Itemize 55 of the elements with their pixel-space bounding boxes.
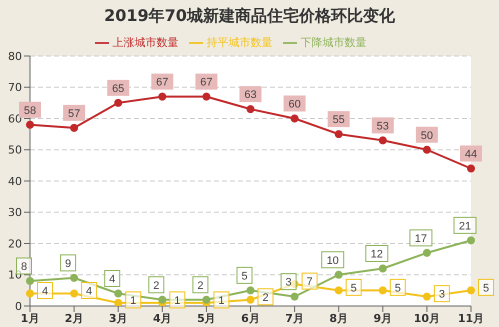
data-label: 1 — [218, 294, 224, 307]
data-label: 3 — [438, 288, 445, 301]
data-label: 2 — [262, 292, 269, 304]
y-tick-label: 80 — [8, 50, 22, 63]
legend-label: 持平城市数量 — [206, 36, 272, 49]
x-tick-label: 6月 — [241, 312, 260, 325]
data-label: 5 — [241, 270, 248, 282]
data-label: 4 — [42, 286, 48, 298]
data-label: 67 — [156, 76, 168, 89]
y-tick-label: 20 — [8, 237, 22, 250]
y-tick-label: 30 — [8, 206, 22, 220]
data-label: 44 — [464, 148, 478, 160]
data-label: 1 — [174, 294, 180, 307]
x-tick-label: 7月 — [285, 312, 304, 325]
y-tick-label: 0 — [15, 300, 22, 313]
y-tick-label: 50 — [8, 144, 22, 157]
data-label: 57 — [68, 108, 80, 120]
data-label: 7 — [306, 276, 313, 288]
data-label: 55 — [332, 114, 345, 126]
data-label: 58 — [24, 104, 36, 117]
x-tick-label: 2月 — [64, 312, 84, 325]
data-label: 50 — [420, 130, 434, 142]
legend-label: 上涨城市数量 — [112, 36, 178, 49]
data-label: 2 — [197, 280, 204, 292]
data-label: 9 — [65, 258, 72, 270]
data-label: 17 — [414, 232, 428, 245]
data-label: 67 — [200, 76, 213, 89]
data-label: 4 — [86, 286, 92, 298]
data-label: 2 — [153, 280, 160, 292]
x-tick-label: 8月 — [329, 312, 348, 325]
y-tick-label: 40 — [8, 174, 22, 188]
data-label: 60 — [288, 98, 301, 110]
data-label: 8 — [20, 261, 28, 273]
x-tick-label: 4月 — [152, 312, 172, 325]
data-label: 53 — [376, 120, 389, 132]
chart-title: 2019年70城新建商品住宅价格环比变化 — [103, 6, 396, 27]
x-tick-label: 5月 — [197, 312, 216, 325]
data-label: 4 — [109, 274, 116, 286]
data-label: 65 — [112, 82, 124, 95]
x-tick-label: 11月 — [458, 312, 484, 325]
data-label: 3 — [286, 276, 292, 289]
legend-label: 下降城市数量 — [300, 36, 366, 49]
data-label: 10 — [326, 254, 339, 267]
data-label: 5 — [350, 282, 357, 294]
x-tick-label: 10月 — [414, 312, 440, 325]
data-label: 1 — [130, 294, 136, 307]
data-label: 5 — [394, 282, 401, 294]
x-tick-label: 1月 — [20, 312, 40, 325]
data-label: 63 — [244, 89, 257, 102]
x-tick-label: 3月 — [108, 312, 128, 325]
data-label: 5 — [482, 282, 490, 294]
x-tick-label: 9月 — [373, 312, 392, 325]
data-label: 12 — [370, 248, 383, 260]
data-label: 21 — [458, 220, 472, 232]
y-tick-label: 70 — [8, 81, 22, 94]
